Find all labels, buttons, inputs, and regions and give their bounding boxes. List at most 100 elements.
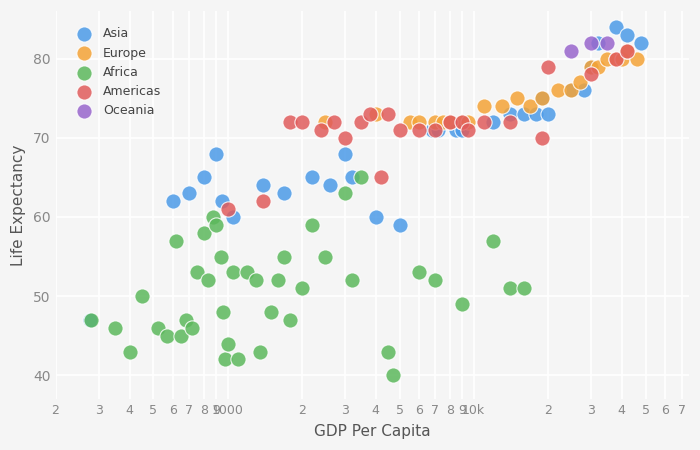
- Americas: [622, 47, 633, 54]
- Asia: [531, 110, 542, 117]
- Americas: [356, 118, 367, 126]
- Americas: [430, 126, 441, 134]
- Americas: [316, 126, 327, 134]
- Europe: [430, 118, 441, 126]
- Europe: [602, 55, 613, 62]
- Americas: [537, 134, 548, 141]
- Asia: [636, 39, 647, 46]
- Asia: [346, 174, 358, 181]
- Americas: [444, 118, 455, 126]
- Europe: [525, 103, 536, 110]
- Europe: [566, 87, 577, 94]
- Africa: [456, 301, 468, 308]
- Americas: [328, 118, 339, 126]
- Europe: [574, 79, 585, 86]
- Americas: [504, 118, 515, 126]
- Africa: [202, 277, 214, 284]
- Asia: [433, 126, 444, 134]
- Americas: [610, 55, 622, 62]
- Europe: [463, 118, 474, 126]
- Africa: [220, 356, 231, 363]
- Legend: Asia, Europe, Africa, Americas, Oceania: Asia, Europe, Africa, Americas, Oceania: [62, 18, 172, 127]
- Asia: [427, 126, 438, 134]
- Asia: [451, 126, 462, 134]
- Asia: [394, 221, 405, 229]
- Europe: [438, 118, 449, 126]
- Oceania: [585, 39, 596, 46]
- Africa: [254, 348, 265, 355]
- Africa: [207, 213, 218, 220]
- Europe: [537, 94, 548, 102]
- Europe: [511, 94, 522, 102]
- Americas: [285, 118, 296, 126]
- Oceania: [602, 39, 613, 46]
- Africa: [518, 285, 529, 292]
- Africa: [191, 269, 202, 276]
- Asia: [198, 174, 209, 181]
- Asia: [306, 174, 317, 181]
- Americas: [383, 110, 394, 117]
- Asia: [566, 87, 577, 94]
- Asia: [585, 63, 596, 70]
- Africa: [218, 308, 229, 315]
- Europe: [478, 103, 489, 110]
- Americas: [414, 126, 425, 134]
- Africa: [340, 189, 351, 197]
- Africa: [162, 332, 173, 339]
- Africa: [241, 269, 253, 276]
- Africa: [124, 348, 135, 355]
- Europe: [616, 55, 627, 62]
- Europe: [404, 118, 415, 126]
- Europe: [552, 87, 564, 94]
- Asia: [324, 182, 335, 189]
- Americas: [340, 134, 351, 141]
- Europe: [370, 110, 382, 117]
- Africa: [136, 292, 148, 300]
- Europe: [496, 103, 507, 110]
- Europe: [444, 118, 455, 126]
- Europe: [610, 55, 622, 62]
- Asia: [279, 189, 290, 197]
- Americas: [365, 110, 376, 117]
- Africa: [320, 253, 331, 260]
- Asia: [258, 182, 269, 189]
- Africa: [504, 285, 515, 292]
- Africa: [211, 221, 222, 229]
- Africa: [198, 229, 209, 236]
- Africa: [216, 253, 227, 260]
- Africa: [227, 269, 238, 276]
- Asia: [504, 110, 515, 117]
- Asia: [487, 118, 498, 126]
- Africa: [171, 237, 182, 244]
- Africa: [152, 324, 163, 331]
- Africa: [279, 253, 290, 260]
- Asia: [518, 110, 529, 117]
- Africa: [356, 174, 367, 181]
- Asia: [211, 150, 222, 157]
- Asia: [184, 189, 195, 197]
- Asia: [610, 23, 622, 31]
- Oceania: [566, 47, 577, 54]
- Americas: [258, 198, 269, 205]
- Americas: [463, 126, 474, 134]
- Asia: [85, 316, 96, 324]
- Asia: [578, 87, 589, 94]
- Africa: [296, 285, 307, 292]
- Europe: [320, 118, 331, 126]
- Americas: [394, 126, 405, 134]
- Africa: [250, 277, 261, 284]
- Asia: [537, 94, 548, 102]
- Asia: [622, 31, 633, 38]
- Europe: [585, 63, 596, 70]
- Asia: [216, 198, 228, 205]
- Africa: [86, 316, 97, 324]
- Y-axis label: Life Expectancy: Life Expectancy: [11, 144, 26, 266]
- Europe: [592, 63, 603, 70]
- Africa: [346, 277, 358, 284]
- Africa: [306, 221, 317, 229]
- Africa: [383, 348, 394, 355]
- Europe: [456, 118, 468, 126]
- Africa: [176, 332, 187, 339]
- Americas: [456, 118, 468, 126]
- Americas: [375, 174, 386, 181]
